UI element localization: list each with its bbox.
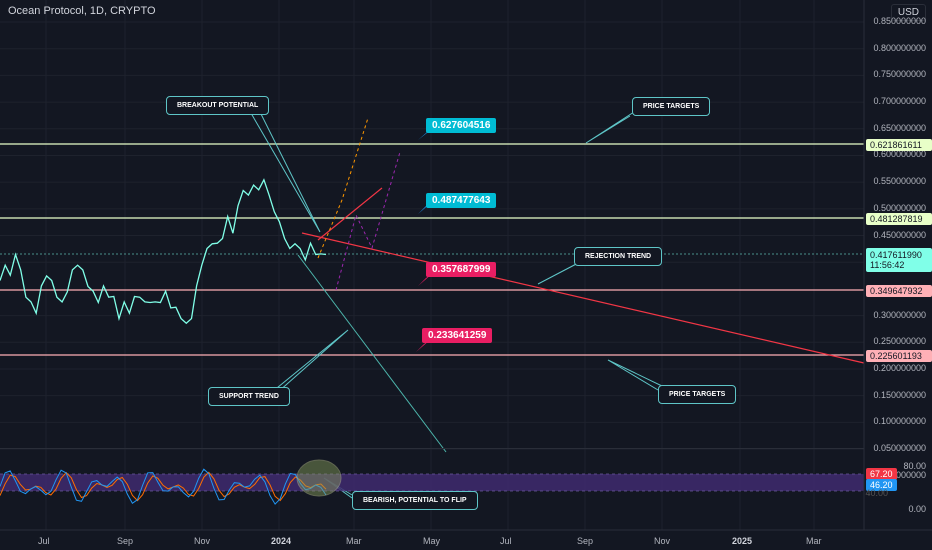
time-tick: Jul <box>38 536 50 546</box>
time-tick: Mar <box>806 536 822 546</box>
time-tick: May <box>423 536 441 546</box>
price-tick: 0.000000000 <box>873 469 926 480</box>
bearish-highlight <box>296 459 342 497</box>
price-tick: 0.600000000 <box>873 149 926 160</box>
note-bearish: BEARISH, POTENTIAL TO FLIP <box>352 491 478 510</box>
breakout-line <box>317 187 383 241</box>
level-tag-2: 0.481287819 <box>866 213 932 225</box>
time-tick: 2024 <box>271 536 292 546</box>
v4-pointer <box>416 340 430 352</box>
support-trend-line <box>297 254 447 453</box>
time-tick: Sep <box>577 536 594 546</box>
targets-bottom-pointer <box>607 359 663 391</box>
price-tick: 0.650000000 <box>873 122 926 133</box>
rsi-tick-40: 40.00 <box>865 488 888 498</box>
price-tick: 0.450000000 <box>873 229 926 240</box>
time-tick: Sep <box>117 536 134 546</box>
rsi-k-line <box>0 468 327 505</box>
rsi-panel-separator <box>0 448 864 449</box>
price-tick: 0.500000000 <box>873 202 926 213</box>
value-label-1: 0.627604516 <box>426 118 497 133</box>
time-tick: 2025 <box>732 536 753 546</box>
price-tick: 0.550000000 <box>873 176 926 187</box>
projection-orange <box>317 117 369 259</box>
current-price-tag: 0.417611990 11:56:42 <box>866 248 932 272</box>
countdown-timer: 11:56:42 <box>870 260 905 270</box>
rsi-band <box>0 474 864 491</box>
rsi-tick-0: 0.00 <box>908 504 926 514</box>
price-tick: 0.250000000 <box>873 336 926 347</box>
rejection-pointer <box>537 259 585 285</box>
note-price-targets-top: PRICE TARGETS <box>632 97 711 116</box>
price-tick: 0.850000000 <box>873 16 926 26</box>
chart-title: Ocean Protocol, 1D, CRYPTO <box>8 5 156 17</box>
rsi-d-tag: 46.20 <box>866 479 897 491</box>
breakout-pointer <box>247 107 321 233</box>
note-support-trend: SUPPORT TREND <box>208 387 290 406</box>
currency-button[interactable]: USD <box>890 4 926 21</box>
price-tick: 0.700000000 <box>873 96 926 107</box>
note-price-targets-bottom: PRICE TARGETS <box>658 385 737 404</box>
targets-top-pointer <box>585 111 635 144</box>
value-label-2: 0.487477643 <box>426 193 497 208</box>
price-tick: 0.100000000 <box>873 416 926 427</box>
time-axis-bg <box>0 530 932 550</box>
rsi-k-tag: 67.20 <box>866 468 897 480</box>
price-series-line <box>0 178 327 325</box>
time-tick: Nov <box>194 536 211 546</box>
note-rejection-trend: REJECTION TREND <box>574 247 663 266</box>
projection-purple <box>335 151 401 291</box>
price-tick: 0.050000000 <box>873 443 926 453</box>
v3-pointer <box>418 274 432 286</box>
rsi-d-line <box>0 471 327 502</box>
note-breakout-potential: BREAKOUT POTENTIAL <box>166 96 270 115</box>
time-tick: Nov <box>654 536 671 546</box>
price-tick: 0.300000000 <box>873 309 926 320</box>
price-tick: 0.150000000 <box>873 389 926 400</box>
price-tick: 0.800000000 <box>873 42 926 53</box>
value-label-4: 0.233641259 <box>422 328 493 343</box>
rejection-trend-line <box>301 232 865 364</box>
support-pointer <box>271 329 349 393</box>
price-tick: 0.750000000 <box>873 69 926 80</box>
level-tag-4: 0.225601193 <box>866 350 932 362</box>
rsi-tick-80: 80.00 <box>903 461 926 471</box>
current-price-value: 0.417611990 <box>870 250 922 260</box>
price-tick: 0.200000000 <box>873 362 926 373</box>
time-tick: Jul <box>500 536 512 546</box>
level-tag-1: 0.621861611 <box>866 139 932 151</box>
level-tag-3: 0.349647932 <box>866 285 932 297</box>
time-tick: Mar <box>346 536 362 546</box>
value-label-3: 0.357687999 <box>426 262 497 277</box>
